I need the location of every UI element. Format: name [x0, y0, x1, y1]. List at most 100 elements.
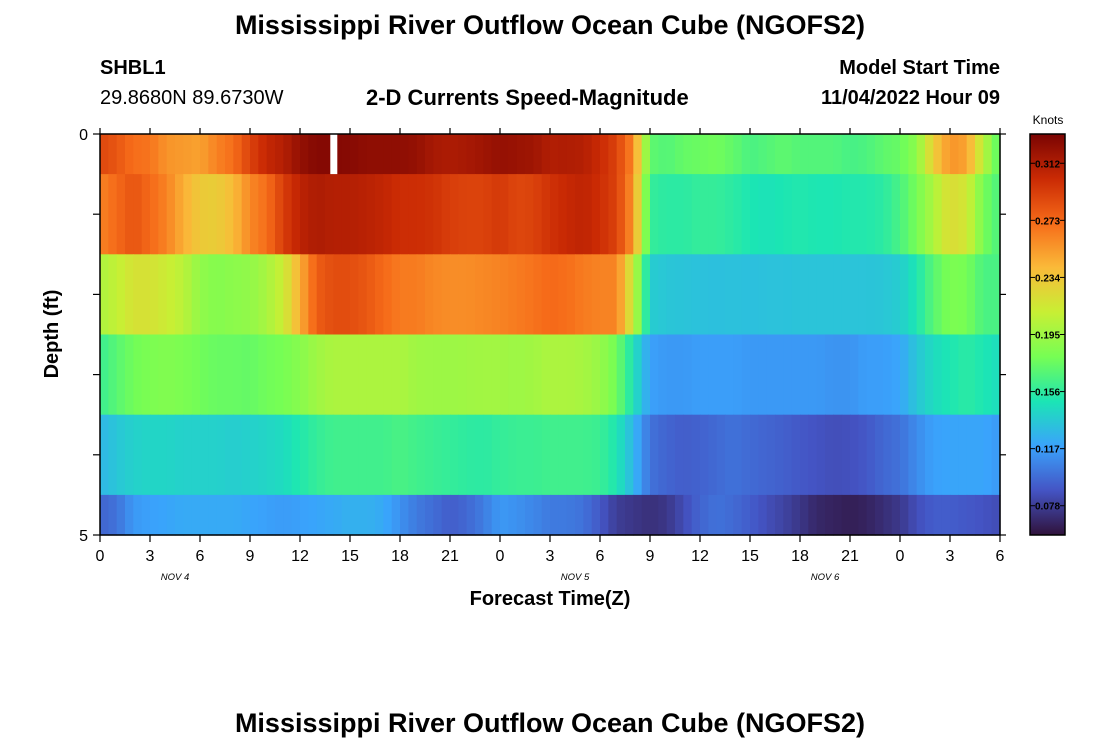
heatmap-cell — [866, 174, 876, 255]
heatmap-cell — [933, 494, 943, 536]
heatmap-cell — [625, 414, 634, 496]
heatmap-cell — [733, 174, 743, 255]
heatmap-cell — [325, 414, 334, 496]
heatmap-cell — [408, 334, 418, 416]
heatmap-cell — [475, 174, 484, 255]
heatmap-cell — [683, 134, 693, 175]
heatmap-cell — [350, 414, 359, 496]
heatmap-cell — [183, 254, 193, 336]
heatmap-cell — [508, 414, 518, 496]
heatmap-cell — [425, 134, 434, 175]
x-tick-label: 0 — [96, 548, 105, 565]
heatmap-cell — [108, 134, 118, 175]
heatmap-cell — [633, 494, 643, 536]
page-title: Mississippi River Outflow Ocean Cube (NG… — [234, 10, 866, 40]
heatmap-cell — [708, 414, 718, 496]
heatmap-cell — [408, 174, 418, 255]
x-tick-label: 6 — [596, 548, 605, 565]
heatmap-cell — [566, 174, 576, 255]
heatmap-cell — [533, 174, 543, 255]
heatmap-cell — [383, 254, 393, 336]
heatmap-cell — [700, 494, 709, 536]
heatmap-cell — [125, 174, 134, 255]
heatmap-cell — [608, 414, 618, 496]
x-tick-label: 3 — [146, 548, 155, 565]
heatmap-cell — [291, 254, 301, 336]
heatmap-cell — [566, 134, 576, 175]
heatmap-cell — [975, 334, 984, 416]
heatmap-cell — [358, 414, 368, 496]
station-coordinates: 29.8680N 89.6730W — [100, 87, 284, 109]
x-tick-label: 12 — [291, 548, 309, 565]
heatmap-cell — [450, 414, 459, 496]
heatmap-cell — [708, 494, 718, 536]
heatmap-cell — [933, 134, 943, 175]
heatmap-cell — [433, 414, 443, 496]
heatmap-cell — [850, 134, 859, 175]
heatmap-cell — [516, 414, 526, 496]
heatmap-cell — [825, 414, 834, 496]
heatmap-cell — [858, 494, 868, 536]
heatmap-cell — [358, 174, 368, 255]
heatmap-cell — [966, 494, 976, 536]
heatmap-cell — [416, 174, 426, 255]
heatmap-cell — [316, 254, 326, 336]
color-scale-tick-label: 0.078 — [1035, 502, 1060, 513]
heatmap-cell — [800, 254, 809, 336]
heatmap-cell — [783, 174, 793, 255]
heatmap-cell — [583, 134, 593, 175]
heatmap-cell — [750, 134, 759, 175]
heatmap-cell — [658, 254, 668, 336]
heatmap-cell — [566, 494, 576, 536]
heatmap-cell — [591, 134, 601, 175]
heatmap-cell — [141, 254, 151, 336]
heatmap-cell — [966, 174, 976, 255]
heatmap-cell — [775, 334, 784, 416]
heatmap-cell — [975, 174, 984, 255]
heatmap-cell — [783, 494, 793, 536]
heatmap-cell — [450, 134, 459, 175]
heatmap-cell — [266, 494, 276, 536]
heatmap-cell — [516, 334, 526, 416]
heatmap-cell — [700, 134, 709, 175]
heatmap-cell — [641, 494, 651, 536]
heatmap-cell — [608, 494, 618, 536]
heatmap-cell — [700, 334, 709, 416]
heatmap-cell — [941, 334, 951, 416]
y-axis: 05 — [79, 127, 1006, 545]
heatmap-cell — [808, 334, 818, 416]
heatmap-cell — [658, 174, 668, 255]
heatmap-cell — [416, 494, 426, 536]
heatmap-cell — [783, 334, 793, 416]
heatmap-cell — [408, 414, 418, 496]
heatmap-cell — [766, 414, 776, 496]
heatmap-cell — [150, 134, 159, 175]
heatmap-cell — [808, 414, 818, 496]
heatmap-cell — [433, 134, 443, 175]
heatmap-cell — [225, 414, 234, 496]
heatmap-cell — [358, 254, 368, 336]
heatmap-cell — [375, 254, 384, 336]
heatmap-cell — [425, 334, 434, 416]
heatmap-cell — [658, 334, 668, 416]
heatmap-cell — [991, 414, 1001, 496]
heatmap-cell — [558, 334, 568, 416]
heatmap-cell — [666, 494, 676, 536]
heatmap-cell — [441, 254, 451, 336]
heatmap-cell — [616, 174, 626, 255]
heatmap-cell — [475, 134, 484, 175]
heatmap-cell — [925, 254, 934, 336]
heatmap-cell — [200, 414, 209, 496]
heatmap-cell — [266, 414, 276, 496]
color-scale-tick-label: 0.195 — [1035, 331, 1060, 342]
heatmap-cell — [991, 334, 1001, 416]
heatmap-cell — [725, 494, 734, 536]
heatmap-cell — [208, 414, 218, 496]
x-tick-label: 3 — [546, 548, 555, 565]
heatmap-cell — [958, 174, 968, 255]
x-tick-label: 18 — [791, 548, 809, 565]
heatmap-cell — [583, 494, 593, 536]
heatmap-cell — [241, 494, 251, 536]
heatmap-cell — [625, 174, 634, 255]
heatmap-cell — [650, 414, 659, 496]
